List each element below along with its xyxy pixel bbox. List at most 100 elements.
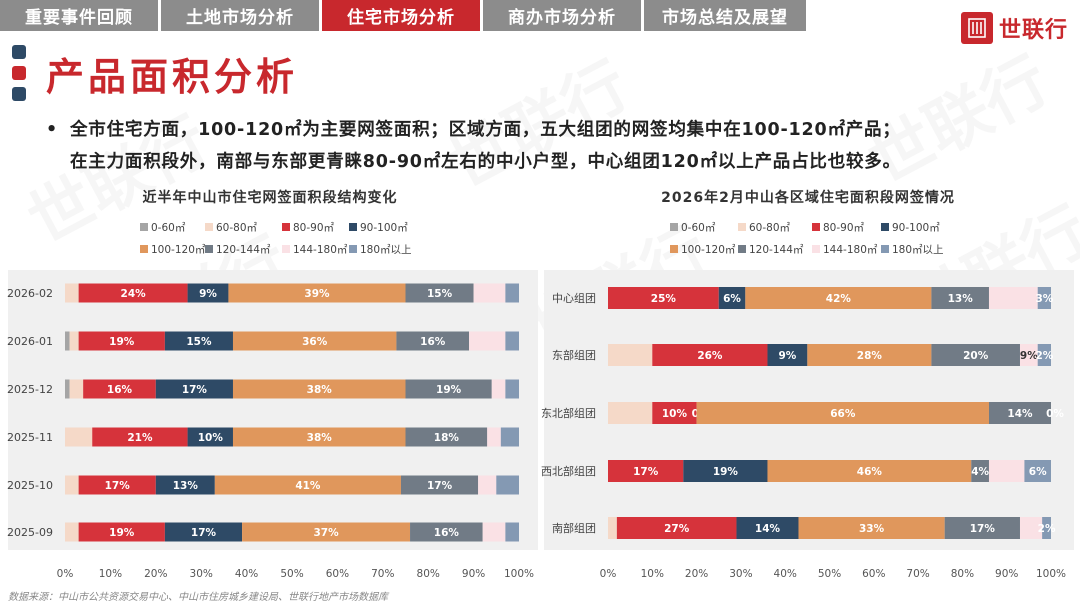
data-label: 21% (127, 432, 153, 444)
data-label: 15% (427, 288, 453, 300)
legend-label: 100-120㎡ (681, 244, 736, 256)
data-label: 38% (307, 432, 333, 444)
bar-segment (505, 379, 519, 399)
legend-swatch (140, 223, 148, 231)
bar-segment (807, 344, 932, 366)
tab-summary-outlook[interactable]: 市场总结及展望 (644, 0, 806, 31)
data-label: 18% (434, 432, 460, 444)
top-nav: 重要事件回顾 土地市场分析 住宅市场分析 商办市场分析 市场总结及展望 (0, 0, 809, 31)
x-tick-label: 70% (371, 568, 394, 580)
x-tick-label: 90% (462, 568, 485, 580)
bar-segment (400, 475, 479, 495)
bar-segment (1024, 460, 1051, 482)
bar-segment (1019, 517, 1043, 539)
page-title: 产品面积分析 (46, 55, 299, 99)
brand-logo: 世联行 (960, 12, 1068, 44)
data-label: 13% (173, 480, 199, 492)
x-tick-label: 80% (951, 568, 974, 580)
bar-segment (988, 402, 1051, 424)
bar-segment (608, 287, 719, 309)
legend-swatch (205, 245, 213, 253)
bar-segment (83, 379, 156, 399)
data-label: 9% (779, 350, 797, 362)
data-label: 26% (697, 350, 723, 362)
tab-key-events[interactable]: 重要事件回顾 (0, 0, 158, 31)
bar-segment (496, 475, 519, 495)
legend-label: 144-180㎡ (293, 244, 348, 256)
data-label: 38% (307, 384, 333, 396)
chart-title: 近半年中山市住宅网签面积段结构变化 (143, 189, 398, 206)
category-label: 2026-01 (7, 335, 53, 348)
data-label: 16% (420, 336, 446, 348)
bar-segment (608, 460, 684, 482)
bar-segment (164, 331, 233, 351)
legend-swatch (670, 223, 678, 231)
legend-label: 80-90㎡ (823, 222, 865, 234)
data-label: 2% (1038, 523, 1056, 535)
bar-segment (683, 460, 768, 482)
category-label: 东部组团 (552, 348, 596, 362)
data-label: 6% (1029, 466, 1047, 478)
tab-commercial-market[interactable]: 商办市场分析 (483, 0, 641, 31)
data-label: 4% (971, 466, 989, 478)
category-label: 东北部组团 (541, 406, 596, 420)
data-label: 9% (1020, 350, 1038, 362)
legend-swatch (738, 223, 746, 231)
bar-segment (78, 283, 188, 303)
legend-swatch (670, 245, 678, 253)
data-label: 6% (723, 293, 741, 305)
legend-label: 0-60㎡ (681, 222, 716, 234)
data-label: 19% (713, 466, 739, 478)
bar-segment (187, 427, 233, 447)
bar-segment (232, 331, 397, 351)
bar-segment (718, 287, 746, 309)
category-label: 2025-09 (7, 526, 53, 539)
bar-segment (78, 522, 165, 542)
data-label: 25% (651, 293, 677, 305)
title-decoration (12, 45, 26, 108)
x-tick-label: 50% (280, 568, 303, 580)
bar-segment (491, 379, 506, 399)
x-tick-label: 0% (600, 568, 617, 580)
bar-segment (214, 475, 401, 495)
data-label: 27% (664, 523, 690, 535)
category-label: 南部组团 (552, 521, 596, 535)
bar-segment (155, 475, 215, 495)
legend-swatch (881, 223, 889, 231)
bar-segment (405, 283, 474, 303)
decor-square (12, 87, 26, 101)
data-label: 19% (436, 384, 462, 396)
bar-segment (164, 522, 243, 542)
legend-label: 180㎡以上 (360, 244, 412, 256)
bar-segment (473, 283, 506, 303)
category-label: 中心组团 (552, 291, 596, 305)
data-label: 16% (107, 384, 133, 396)
tab-land-market[interactable]: 土地市场分析 (161, 0, 319, 31)
brand-name: 世联行 (998, 18, 1068, 43)
category-label: 2025-12 (7, 383, 53, 396)
tab-residential-market[interactable]: 住宅市场分析 (322, 0, 480, 31)
bar-segment (65, 427, 93, 447)
bar-segment (228, 283, 406, 303)
legend-label: 0-60㎡ (151, 222, 186, 234)
bar-segment (971, 460, 989, 482)
x-tick-label: 0% (57, 568, 74, 580)
bar-segment (65, 331, 70, 351)
bar-segment (187, 283, 229, 303)
data-label: 39% (304, 288, 330, 300)
bar-segment (396, 331, 470, 351)
data-label: 17% (427, 480, 453, 492)
data-label: 17% (105, 480, 131, 492)
data-label: 17% (970, 523, 996, 535)
bar-segment (944, 517, 1020, 539)
legend-label: 120-144㎡ (216, 244, 271, 256)
x-tick-label: 30% (729, 568, 752, 580)
bar-segment (505, 283, 519, 303)
legend-label: 120-144㎡ (749, 244, 804, 256)
legend-swatch (282, 223, 290, 231)
data-label: 13% (948, 293, 974, 305)
x-tick-label: 30% (190, 568, 213, 580)
legend-swatch (140, 245, 148, 253)
data-label: 17% (182, 384, 208, 396)
bar-segment (505, 522, 519, 542)
